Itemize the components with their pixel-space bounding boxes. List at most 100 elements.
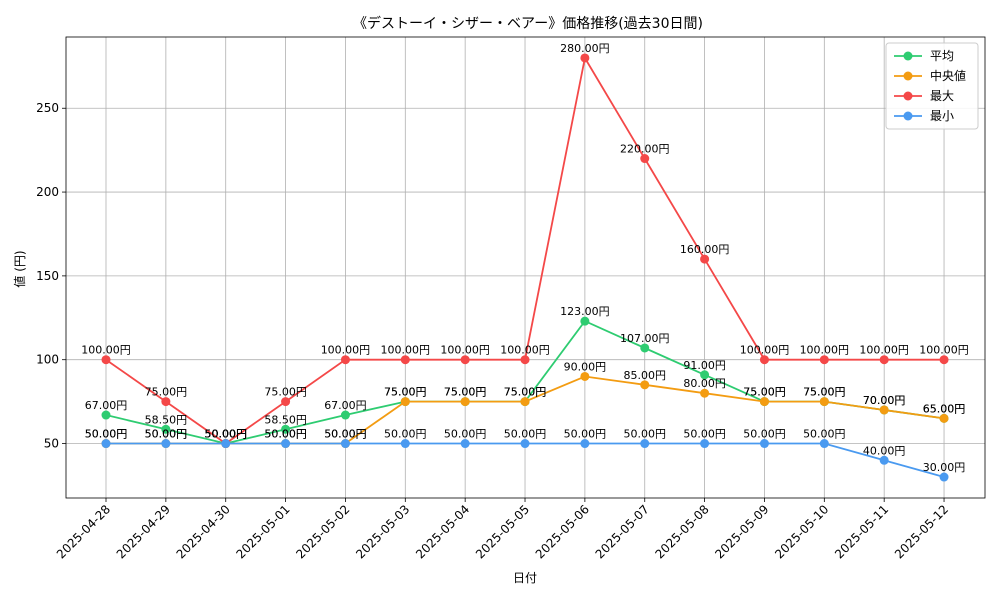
data-label: 50.00円 (145, 428, 188, 441)
data-label: 100.00円 (440, 344, 490, 357)
data-label: 100.00円 (919, 344, 969, 357)
data-label: 85.00円 (623, 369, 666, 382)
data-label: 50.00円 (504, 428, 547, 441)
series-group (101, 53, 949, 482)
data-label: 100.00円 (321, 344, 371, 357)
data-point (161, 424, 171, 434)
legend-marker (903, 111, 913, 121)
y-tick-label: 250 (36, 101, 59, 115)
data-point (700, 370, 710, 380)
data-label: 50.00円 (444, 428, 487, 441)
data-label: 160.00円 (680, 243, 730, 256)
data-label: 75.00円 (444, 386, 487, 399)
data-point (819, 397, 829, 407)
data-label: 100.00円 (800, 344, 850, 357)
x-axis-label: 日付 (513, 571, 537, 585)
y-axis-label: 値 (円) (12, 250, 27, 287)
data-label: 75.00円 (803, 386, 846, 399)
data-labels: 67.00円 58.50円 50.00円 58.50円 67.00円 75.00円 75.0… (81, 42, 969, 474)
data-point (221, 439, 231, 449)
data-label: 50.00円 (204, 428, 247, 441)
data-point (759, 397, 769, 407)
data-point (879, 405, 889, 415)
data-point (819, 355, 829, 365)
data-label: 75.00円 (264, 386, 307, 399)
data-label: 58.50円 (264, 413, 307, 426)
data-label: 80.00円 (683, 377, 726, 390)
data-label: 50.00円 (145, 428, 188, 441)
data-point (460, 397, 470, 407)
legend-marker (903, 51, 913, 61)
data-point (580, 53, 590, 63)
data-label: 50.00円 (324, 428, 367, 441)
data-label: 30.00円 (923, 461, 966, 474)
data-label: 75.00円 (504, 386, 547, 399)
data-label: 50.00円 (743, 428, 786, 441)
y-tick-label: 50 (44, 437, 59, 451)
data-label: 280.00円 (560, 42, 610, 55)
data-point (700, 439, 710, 449)
data-point (400, 439, 410, 449)
data-label: 70.00円 (863, 394, 906, 407)
data-label: 70.00円 (863, 394, 906, 407)
legend-entry: 最小 (930, 109, 954, 123)
data-label: 50.00円 (324, 428, 367, 441)
data-label: 50.00円 (803, 428, 846, 441)
data-point (520, 439, 530, 449)
data-label: 75.00円 (444, 386, 487, 399)
data-point (700, 254, 710, 264)
data-point (580, 371, 590, 381)
data-label: 123.00円 (560, 305, 610, 318)
data-point (101, 410, 111, 420)
data-point (939, 472, 949, 482)
data-point (939, 413, 949, 423)
data-point (640, 380, 650, 390)
data-label: 100.00円 (500, 344, 550, 357)
series-2 (101, 53, 949, 449)
data-point (340, 439, 350, 449)
data-point (640, 439, 650, 449)
data-point (879, 355, 889, 365)
data-point (161, 397, 171, 407)
data-label: 50.00円 (623, 428, 666, 441)
data-point (460, 439, 470, 449)
data-label: 40.00円 (863, 444, 906, 457)
data-label: 107.00円 (620, 332, 670, 345)
chart-title: 《デストーイ・シザー・ベアー》価格推移(過去30日間) (353, 15, 703, 32)
data-label: 50.00円 (264, 428, 307, 441)
y-tick-label: 200 (36, 185, 59, 199)
data-point (879, 455, 889, 465)
data-label: 100.00円 (81, 344, 131, 357)
data-point (759, 439, 769, 449)
data-point (400, 397, 410, 407)
data-label: 91.00円 (683, 359, 726, 372)
plot-frame (65, 36, 986, 499)
data-point (520, 355, 530, 365)
data-label: 50.00円 (204, 428, 247, 441)
data-label: 100.00円 (740, 344, 790, 357)
data-label: 50.00円 (264, 428, 307, 441)
data-label: 75.00円 (384, 386, 427, 399)
y-tick-label: 150 (36, 269, 59, 283)
data-label: 67.00円 (324, 399, 367, 412)
data-label: 75.00円 (384, 386, 427, 399)
series-3 (101, 439, 949, 482)
data-point (700, 388, 710, 398)
data-label: 75.00円 (803, 386, 846, 399)
data-point (340, 355, 350, 365)
legend-entry: 中央値 (930, 68, 966, 83)
data-point (580, 316, 590, 326)
data-label: 75.00円 (504, 386, 547, 399)
data-label: 90.00円 (564, 360, 607, 373)
data-label: 50.00円 (204, 428, 247, 441)
data-point (101, 355, 111, 365)
y-tick-label: 100 (36, 353, 59, 367)
legend-entry: 最大 (930, 89, 954, 103)
data-point (281, 397, 291, 407)
data-label: 50.00円 (683, 428, 726, 441)
legend-entry: 平均 (930, 49, 954, 63)
legend-marker (903, 71, 913, 81)
data-point (400, 355, 410, 365)
